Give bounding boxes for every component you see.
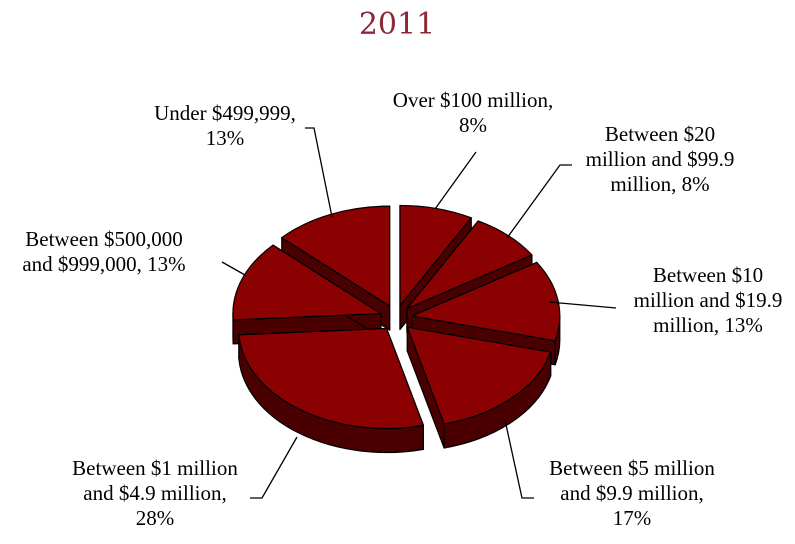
slice-label-line: 28% xyxy=(136,506,175,530)
slice-label-line: million and $19.9 xyxy=(634,288,783,312)
slice-label: Between $1 million and $4.9 million, 28% xyxy=(72,456,238,530)
slice-label: Between $5 million and $9.9 million, 17% xyxy=(549,456,715,530)
leader-line xyxy=(250,436,298,499)
slice-label-line: 13% xyxy=(206,126,245,150)
pie-slice xyxy=(232,244,382,321)
slice-label-line: million and $99.9 xyxy=(586,147,735,171)
leader-line xyxy=(548,301,617,309)
pie-slice xyxy=(238,327,425,430)
slice-label: Under $499,999, 13% xyxy=(154,101,296,150)
slice-label-line: and $9.9 million, xyxy=(560,481,704,505)
leader-line xyxy=(221,261,246,276)
slice-label: Between $20 million and $99.9 million, 8% xyxy=(586,122,735,196)
slice-label-line: 8% xyxy=(459,113,487,137)
slice-label-line: Under $499,999, xyxy=(154,101,296,125)
pie-slice xyxy=(406,326,552,425)
pie-tops xyxy=(232,204,561,430)
leader-line xyxy=(506,164,572,239)
slice-label-line: Between $1 million xyxy=(72,456,238,480)
slice-label-line: Between $5 million xyxy=(549,456,715,480)
leader-line xyxy=(434,151,477,210)
slice-label-line: Between $500,000 xyxy=(25,227,182,251)
slice-labels: Over $100 million, 8% Between $20 million a… xyxy=(22,88,782,530)
slice-label-line: Between $10 xyxy=(653,263,763,287)
leader-line xyxy=(305,127,333,218)
slice-label-line: and $4.9 million, xyxy=(83,481,227,505)
pie-slice xyxy=(399,204,472,307)
slice-label: Between $500,000 and $999,000, 13% xyxy=(22,227,185,276)
slice-label-line: million, 8% xyxy=(610,172,709,196)
leader-lines xyxy=(221,127,617,499)
slice-label-line: Between $20 xyxy=(605,122,715,146)
slice-label-line: Over $100 million, xyxy=(393,88,553,112)
leader-line xyxy=(504,419,534,499)
chart-title: 2011 xyxy=(359,7,435,42)
slice-label-line: and $999,000, 13% xyxy=(22,252,185,276)
slice-label-line: 17% xyxy=(613,506,652,530)
slice-label-line: million, 13% xyxy=(653,313,763,337)
pie-slice xyxy=(411,261,561,342)
slice-label: Over $100 million, 8% xyxy=(393,88,553,137)
slice-label: Between $10 million and $19.9 million, 13% xyxy=(634,263,783,337)
